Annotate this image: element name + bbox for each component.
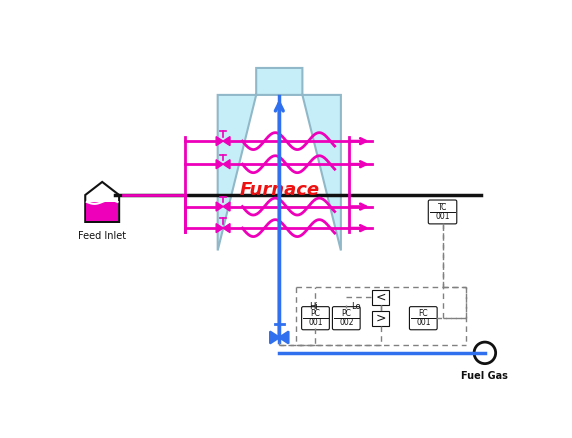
Polygon shape bbox=[223, 137, 230, 145]
Text: PC: PC bbox=[341, 309, 351, 318]
Polygon shape bbox=[216, 160, 223, 169]
Text: PC: PC bbox=[311, 309, 320, 318]
Polygon shape bbox=[216, 202, 223, 211]
FancyBboxPatch shape bbox=[332, 307, 360, 330]
Text: Furnace: Furnace bbox=[239, 181, 319, 199]
FancyBboxPatch shape bbox=[428, 200, 457, 224]
Text: TC: TC bbox=[438, 203, 447, 212]
FancyBboxPatch shape bbox=[301, 307, 329, 330]
Text: <: < bbox=[376, 291, 386, 304]
Text: >: > bbox=[376, 312, 386, 325]
Polygon shape bbox=[86, 202, 118, 221]
Polygon shape bbox=[216, 137, 223, 145]
Bar bbox=[372, 311, 390, 326]
FancyBboxPatch shape bbox=[410, 307, 437, 330]
Polygon shape bbox=[223, 160, 230, 169]
Polygon shape bbox=[85, 182, 119, 222]
Text: 001: 001 bbox=[308, 318, 323, 327]
Text: 001: 001 bbox=[435, 212, 450, 221]
Bar bbox=[372, 290, 390, 305]
Polygon shape bbox=[216, 224, 223, 233]
Text: 001: 001 bbox=[416, 318, 431, 327]
Text: 002: 002 bbox=[339, 318, 353, 327]
Text: Hi: Hi bbox=[309, 302, 318, 311]
Polygon shape bbox=[218, 68, 341, 251]
Polygon shape bbox=[223, 224, 230, 233]
Circle shape bbox=[474, 342, 496, 364]
Text: Lo: Lo bbox=[351, 302, 360, 311]
Polygon shape bbox=[223, 202, 230, 211]
Polygon shape bbox=[270, 332, 279, 343]
Text: Feed Inlet: Feed Inlet bbox=[78, 231, 126, 241]
Text: Fuel Gas: Fuel Gas bbox=[462, 371, 509, 381]
Text: FC: FC bbox=[419, 309, 428, 318]
Polygon shape bbox=[279, 332, 288, 343]
